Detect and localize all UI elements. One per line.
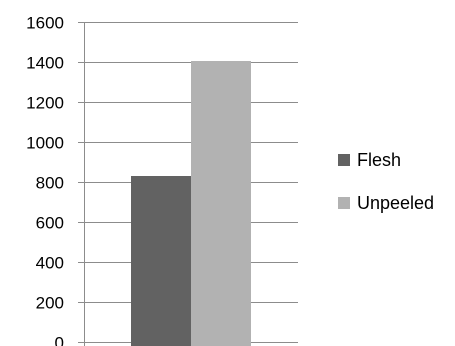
bar-unpeeled bbox=[191, 61, 251, 346]
y-tick-label: 1200 bbox=[26, 94, 64, 113]
legend-label-unpeeled: Unpeeled bbox=[357, 193, 434, 213]
bars bbox=[131, 61, 251, 346]
y-tick-label: 400 bbox=[36, 254, 64, 273]
y-tick-label: 1600 bbox=[26, 14, 64, 33]
y-tick-label: 0 bbox=[55, 334, 64, 346]
legend-label-flesh: Flesh bbox=[357, 150, 401, 170]
y-tick-label: 800 bbox=[36, 174, 64, 193]
y-tick-label: 1400 bbox=[26, 54, 64, 73]
y-axis-tick-labels: 0 200 400 600 800 1000 1200 1400 1600 bbox=[26, 14, 64, 346]
y-tick-label: 200 bbox=[36, 294, 64, 313]
legend-swatch-unpeeled bbox=[338, 197, 350, 209]
y-tick-label: 1000 bbox=[26, 134, 64, 153]
y-tick-label: 600 bbox=[36, 214, 64, 233]
bar-flesh bbox=[131, 176, 191, 346]
legend: Flesh Unpeeled bbox=[338, 150, 434, 213]
legend-swatch-flesh bbox=[338, 154, 350, 166]
